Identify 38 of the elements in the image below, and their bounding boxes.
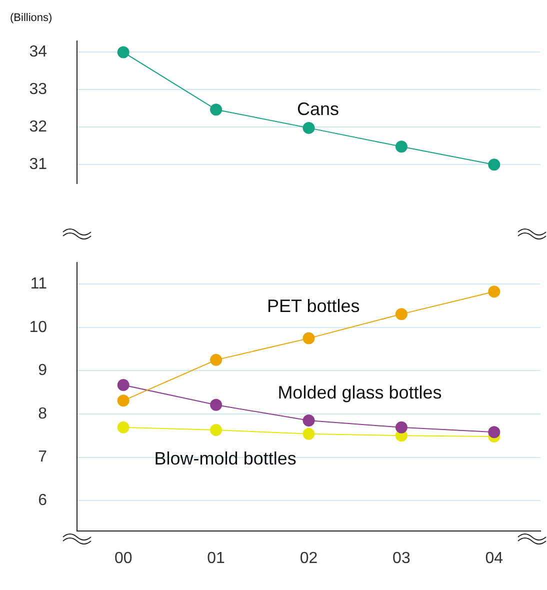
- point: [302, 428, 315, 440]
- y-tick-label: 9: [38, 362, 48, 380]
- point: [117, 421, 130, 434]
- x-tick-label: 01: [207, 550, 226, 567]
- y-tick-label: 8: [38, 405, 48, 422]
- series-label: PET bottles: [267, 296, 360, 316]
- point: [395, 140, 408, 153]
- point: [302, 122, 315, 134]
- point: [488, 286, 500, 298]
- x-tick-label: 00: [114, 550, 132, 567]
- y-tick-label: 10: [29, 318, 48, 336]
- y-tick-label: 6: [38, 492, 48, 509]
- point: [117, 394, 130, 407]
- point: [210, 354, 222, 366]
- point: [488, 158, 500, 171]
- x-tick-label: 04: [485, 550, 504, 567]
- point: [395, 421, 408, 434]
- y-axis-title: (Billions): [10, 12, 52, 24]
- point: [117, 379, 130, 392]
- y-tick-label: 34: [29, 44, 48, 61]
- x-tick-label: 03: [392, 550, 410, 567]
- point: [302, 332, 315, 344]
- point: [210, 398, 222, 411]
- point: [395, 308, 408, 320]
- y-tick-label: 31: [29, 156, 48, 174]
- point: [117, 46, 130, 58]
- series-label: Cans: [297, 98, 340, 119]
- y-tick-label: 32: [29, 118, 48, 136]
- x-tick-label: 02: [300, 550, 318, 567]
- point: [302, 414, 315, 426]
- point: [210, 104, 222, 116]
- series-label: Molded glass bottles: [278, 382, 442, 402]
- series-label: Blow-mold bottles: [154, 448, 296, 468]
- point: [488, 426, 500, 438]
- y-tick-label: 7: [38, 448, 48, 466]
- point: [210, 424, 222, 436]
- y-tick-label: 33: [29, 81, 48, 98]
- y-tick-label: 11: [30, 276, 48, 293]
